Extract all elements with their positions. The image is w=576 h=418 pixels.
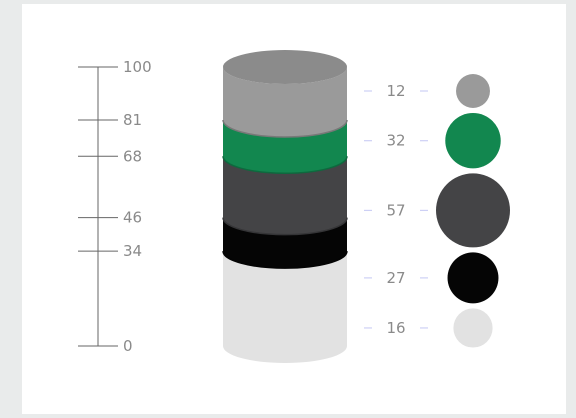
- stacked-cylinder-chart: 0 34 46 68 81 100 12 32 57 27 16: [78, 50, 510, 363]
- legend-bubble: [447, 252, 499, 304]
- cylinder-segment: [223, 120, 347, 174]
- y-axis-tick-label: 81: [123, 111, 142, 129]
- cylinder-segment: [223, 251, 347, 363]
- segment-boundary: [222, 217, 348, 236]
- legend-bubble: [445, 112, 501, 169]
- legend-bubble: [436, 173, 510, 248]
- segment-boundary: [222, 119, 348, 138]
- chart-card: 0 34 46 68 81 100 12 32 57 27 16: [22, 4, 566, 414]
- cylinder: [222, 50, 348, 363]
- cylinder-segment: [223, 156, 347, 235]
- y-axis-tick-label: 100: [123, 58, 152, 76]
- legend-bubble: [456, 74, 490, 108]
- cylinder-top-cap: [223, 50, 347, 84]
- y-axis: 0 34 46 68 81 100: [78, 58, 152, 355]
- cylinder-segment: [223, 217, 347, 269]
- y-axis-tick-label: 68: [123, 147, 142, 165]
- segment-boundary: [222, 251, 348, 269]
- legend-value-label: 16: [386, 319, 405, 337]
- cylinder-segment: [223, 67, 347, 138]
- y-axis-tick-label: 46: [123, 209, 142, 227]
- legend-value-label: 32: [386, 132, 405, 150]
- legend-value-label: 57: [386, 201, 405, 219]
- value-legend: 12 32 57 27 16: [364, 74, 510, 348]
- y-axis-tick-label: 0: [123, 337, 133, 355]
- legend-value-label: 12: [386, 82, 405, 100]
- y-axis-tick-label: 34: [123, 242, 142, 260]
- legend-bubble: [453, 308, 493, 348]
- legend-value-label: 27: [386, 269, 405, 287]
- segment-boundary: [222, 156, 348, 175]
